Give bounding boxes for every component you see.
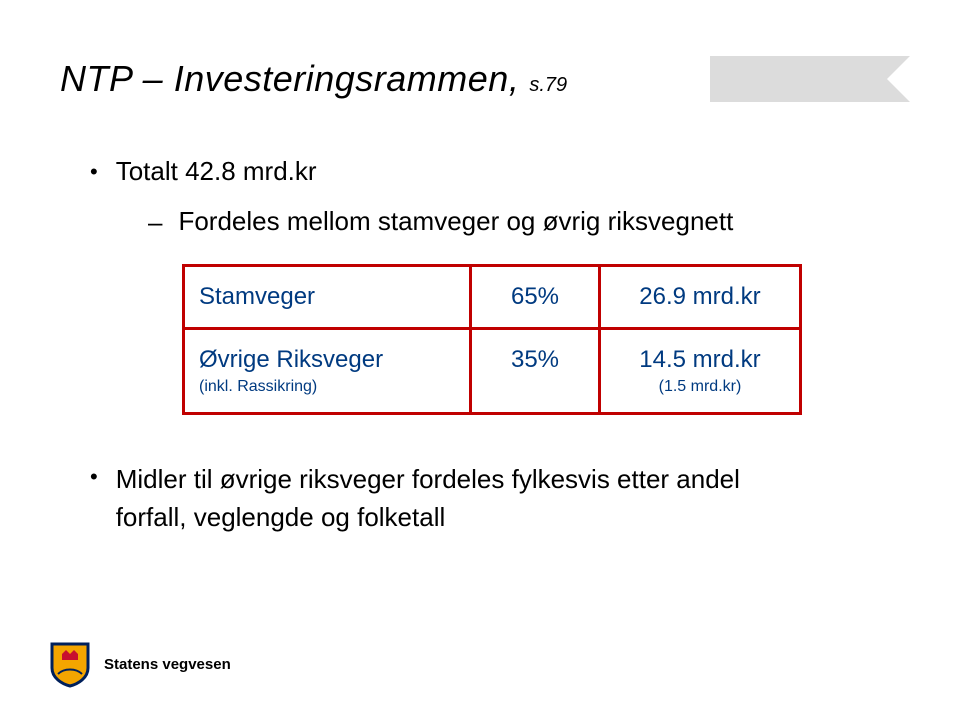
page-title-sub: s.79 <box>529 74 567 97</box>
cell-val: 26.9 mrd.kr <box>601 267 799 327</box>
table-row: Øvrige Riksveger (inkl. Rassikring) 35% … <box>185 327 799 412</box>
allocation-table: Stamveger 65% 26.9 mrd.kr Øvrige Riksveg… <box>182 264 802 415</box>
bullet-midler-text: Midler til øvrige riksveger fordeles fyl… <box>116 461 816 536</box>
cell-label: Stamveger <box>185 267 472 327</box>
cell-pct-text: 65% <box>511 283 559 310</box>
cell-label: Øvrige Riksveger (inkl. Rassikring) <box>185 330 472 412</box>
bullet-fordeles: – Fordeles mellom stamveger og øvrig rik… <box>148 206 900 238</box>
cell-val: 14.5 mrd.kr (1.5 mrd.kr) <box>601 330 799 412</box>
bullet-marker-dash: – <box>148 206 162 238</box>
brand-name: Statens vegvesen <box>104 656 231 673</box>
shield-icon <box>48 640 92 688</box>
content-area: • Totalt 42.8 mrd.kr – Fordeles mellom s… <box>90 156 900 536</box>
bullet-fordeles-text: Fordeles mellom stamveger og øvrig riksv… <box>178 206 733 237</box>
cell-label-text: Stamveger <box>199 283 315 310</box>
cell-pct: 35% <box>472 330 601 412</box>
cell-label-text: Øvrige Riksveger <box>199 346 383 373</box>
slide: NTP – Investeringsrammen, s.79 • Totalt … <box>0 0 960 722</box>
bullet-total-text: Totalt 42.8 mrd.kr <box>116 156 317 187</box>
title-row: NTP – Investeringsrammen, s.79 <box>60 58 900 100</box>
cell-pct-text: 35% <box>511 346 559 373</box>
bullet-total: • Totalt 42.8 mrd.kr <box>90 156 900 188</box>
bullet-marker: • <box>90 461 98 493</box>
cell-val-sub: (1.5 mrd.kr) <box>615 378 785 396</box>
cell-val-text: 14.5 mrd.kr <box>639 346 760 373</box>
brand-logo: Statens vegvesen <box>48 640 231 688</box>
bullet-midler: • Midler til øvrige riksveger fordeles f… <box>90 461 900 536</box>
cell-label-sub: (inkl. Rassikring) <box>199 378 455 396</box>
bullet-marker: • <box>90 156 98 188</box>
cell-val-text: 26.9 mrd.kr <box>639 283 760 310</box>
page-title: NTP – Investeringsrammen, <box>60 58 519 100</box>
table-row: Stamveger 65% 26.9 mrd.kr <box>185 267 799 327</box>
cell-pct: 65% <box>472 267 601 327</box>
